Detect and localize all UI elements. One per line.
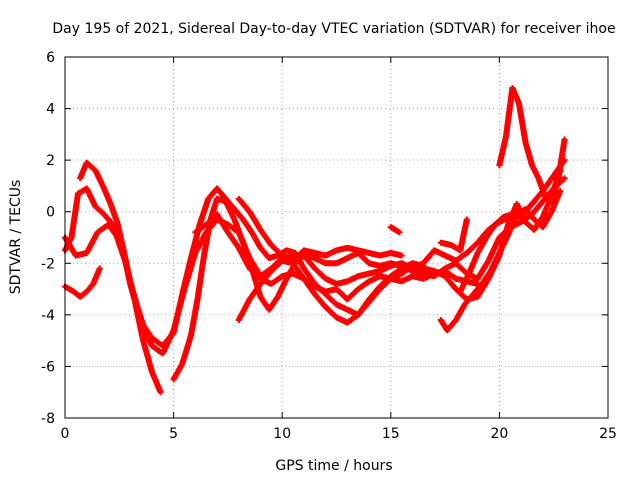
y-tick-label: 0 bbox=[46, 205, 55, 221]
y-tick-label: 4 bbox=[46, 102, 55, 118]
y-tick-label: -8 bbox=[41, 411, 55, 427]
series-track-12 bbox=[457, 211, 525, 295]
x-tick-label: 5 bbox=[169, 426, 178, 442]
data-point bbox=[518, 213, 525, 220]
x-tick-label: 15 bbox=[382, 426, 400, 442]
series-track-10 bbox=[437, 188, 564, 334]
data-point bbox=[96, 265, 103, 272]
x-axis-label: GPS time / hours bbox=[275, 458, 392, 474]
series-track-9 bbox=[387, 224, 403, 236]
y-tick-label: 6 bbox=[46, 50, 55, 66]
data-point bbox=[561, 175, 568, 182]
x-tick-label: 10 bbox=[273, 426, 291, 442]
x-tick-label: 20 bbox=[490, 426, 508, 442]
data-point bbox=[463, 216, 470, 223]
chart-title: Day 195 of 2021, Sidereal Day-to-day VTE… bbox=[52, 21, 615, 37]
y-tick-label: -6 bbox=[41, 359, 55, 375]
x-tick-label: 0 bbox=[61, 426, 70, 442]
data-point bbox=[398, 252, 405, 259]
grid-lines bbox=[65, 57, 608, 418]
series-track-13 bbox=[496, 84, 568, 205]
data-point bbox=[396, 229, 403, 236]
data-point bbox=[557, 188, 564, 195]
y-tick-label: -4 bbox=[41, 308, 55, 324]
plot-area bbox=[62, 84, 568, 396]
series-track-7 bbox=[235, 257, 427, 326]
data-point bbox=[157, 389, 164, 396]
series-track-5 bbox=[170, 157, 568, 383]
series-track-3 bbox=[62, 265, 103, 300]
plot-frame bbox=[64, 56, 609, 419]
y-axis-label: SDTVAR / TECUs bbox=[8, 180, 24, 295]
axis-ticks: 0 5 10 15 20 25 -8 -6 -4 -2 0 2 4 6 bbox=[41, 50, 617, 442]
x-tick-label: 25 bbox=[599, 426, 617, 442]
y-tick-label: 2 bbox=[46, 153, 55, 169]
data-point bbox=[420, 262, 427, 269]
series-track-8 bbox=[235, 195, 405, 264]
data-point bbox=[561, 136, 568, 143]
y-tick-label: -2 bbox=[41, 256, 55, 272]
series-track-11 bbox=[437, 216, 470, 254]
